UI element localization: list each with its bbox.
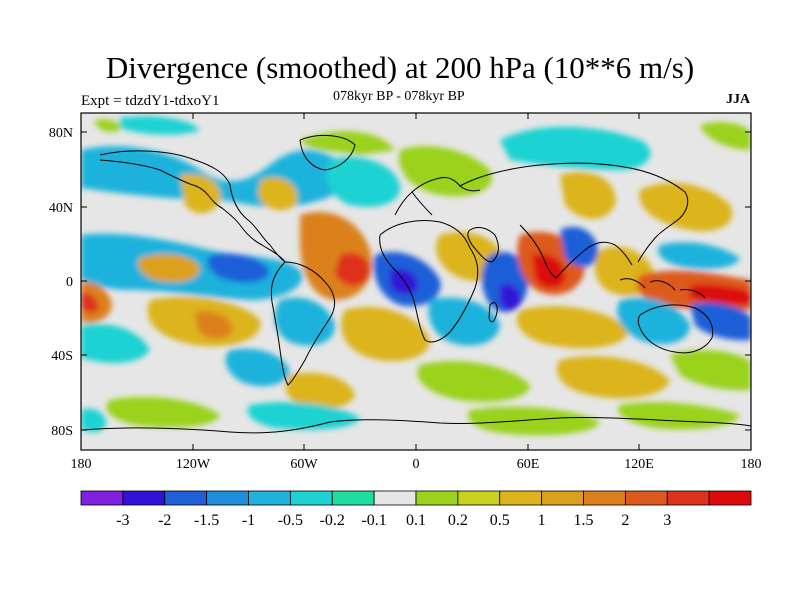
field-patch [225,348,290,387]
lat-label: 80S [51,424,73,439]
field-patch [326,156,401,207]
field-patch [617,297,690,345]
lat-label: 40N [49,201,73,216]
colorbar-swatch [708,490,752,506]
colorbar-label: -2 [158,512,171,529]
coastline-arabia [467,227,499,263]
colorbar-swatch [164,490,208,506]
lon-label: 60E [517,457,540,472]
field-patch [285,372,355,409]
field-patch [138,254,200,283]
colorbar-label: -3 [116,512,129,529]
field-patch [195,311,233,339]
field-patch [207,253,270,283]
colorbar-swatch [80,490,124,506]
field-patch [560,171,616,219]
lon-label: 180 [71,457,92,472]
field-patch [399,146,492,197]
coastline-europe [394,177,481,216]
colorbar-label: -1 [242,512,255,529]
coastline-south-america [270,261,336,386]
coastline-australia [637,304,714,354]
lon-label: 60W [290,457,318,472]
colorbar-swatch [122,490,166,506]
field-patch [467,406,600,436]
field-patch [81,292,99,313]
colorbar: -3 -2 -1.5 -1 -0.5 -0.2 -0.1 0.1 0.2 0.5 1 1.5 2 3 [80,490,752,529]
colorbar-swatch [289,490,333,506]
colorbar-swatch [583,490,626,506]
field-patch [341,306,430,361]
colorbar-swatch [541,490,584,506]
coastline-north-america [99,150,286,263]
field-patch [516,306,630,349]
field-patch [95,119,121,132]
colorbar-label: 3 [663,512,671,529]
colorbar-label: -0.1 [361,512,386,529]
field-patch [500,126,651,170]
colorbar-label: 2 [621,512,629,529]
field-patch [532,253,566,289]
colorbar-label: -0.5 [278,512,303,529]
lon-label: 180 [741,457,762,472]
colorbar-label: -0.2 [320,512,345,529]
colorbar-label: -1.5 [194,512,219,529]
field-patch [700,122,751,150]
coastline-antarctica [81,416,751,434]
field-patch [106,396,220,428]
field-patch [417,361,530,402]
colorbar-label: 1.5 [574,512,594,529]
colorbar-label: 0.2 [448,512,468,529]
lon-label: 0 [413,457,420,472]
coastlines [81,134,751,434]
colorbar-label: 0.5 [490,512,510,529]
field-patch [258,177,298,211]
colorbar-swatch [457,490,501,506]
lon-label: 120E [624,457,654,472]
lat-label: 80N [49,126,73,141]
latitude-labels: 80N 40N 0 40S 80S [49,126,73,439]
coastline-madagascar [488,302,498,323]
field-patch [335,253,370,286]
coastline-africa [379,220,479,343]
field-patch [560,226,599,267]
colorbar-swatch [499,490,543,506]
field-patch [247,402,360,430]
season-label: JJA [726,92,751,107]
coastline-asia [459,162,689,279]
field-patch [81,323,150,363]
field-patch [428,297,500,346]
field-patch [499,283,522,311]
coastline-maritime-continent [619,278,706,299]
field-patch [690,302,751,341]
field-patch [658,242,740,270]
colorbar-swatch [624,490,668,506]
field-patch [556,356,670,399]
lat-label: 40S [51,349,73,364]
field-patch [670,350,751,391]
field-patch [120,116,200,135]
coastline-greenland [299,134,356,171]
colorbar-swatch [373,490,417,506]
field-patch [81,408,106,433]
plot-title: Divergence (smoothed) at 200 hPa (10**6 … [105,50,695,85]
field-patch [300,131,395,155]
field-patch [639,182,733,232]
field-patch [690,284,751,306]
lat-label: 0 [66,275,73,290]
colorbar-label: 0.1 [406,512,426,529]
axis-ticks [80,113,752,450]
colorbar-swatch [666,490,710,506]
lon-label: 120W [176,457,211,472]
colorbar-swatch [415,490,459,506]
colorbar-swatch [331,490,375,506]
period-label: 078kyr BP - 078kyr BP [333,89,465,104]
longitude-labels: 180 120W 60W 0 60E 120E 180 [71,457,762,472]
colorbar-swatch [248,490,291,506]
experiment-label: Expt = tdzdY1-tdxoY1 [81,93,220,109]
colorbar-label: 1 [538,512,546,529]
colorbar-swatch [206,490,249,506]
